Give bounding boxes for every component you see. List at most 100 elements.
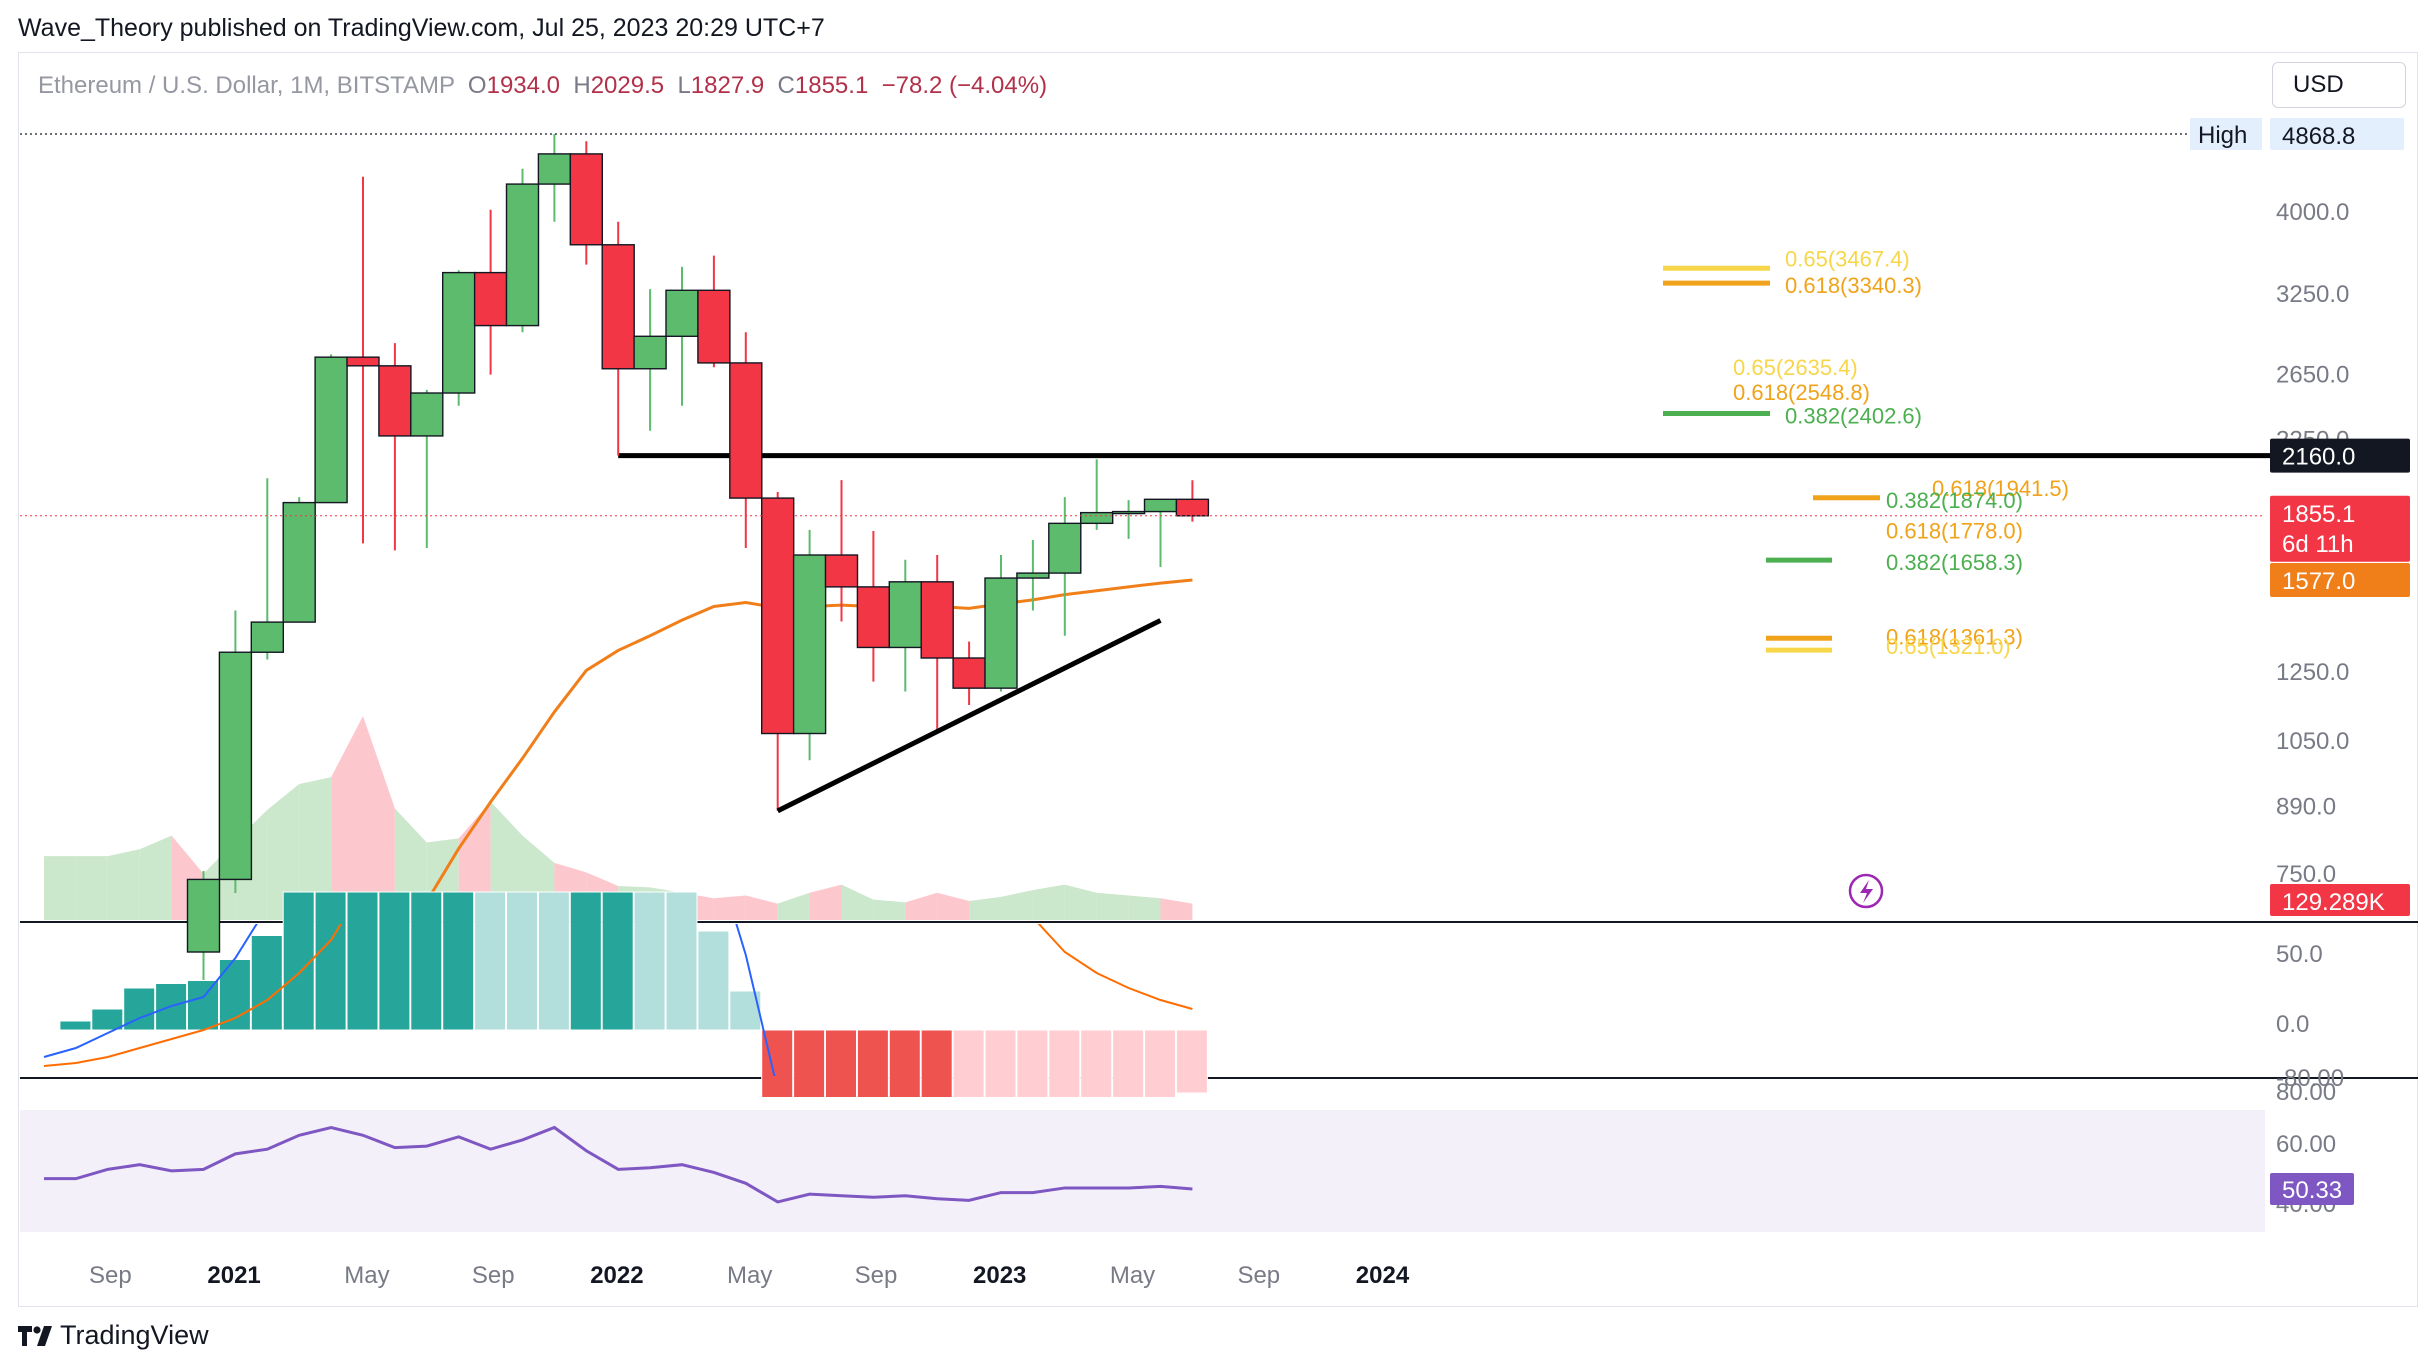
time-axis-tick: 2021 [207,1262,260,1289]
macd-histogram-bar [601,891,634,1031]
candle-body[interactable] [1143,498,1178,513]
volume-area-segment [937,892,970,920]
candle-body[interactable] [792,554,827,735]
publication-attribution: Wave_Theory published on TradingView.com… [18,14,825,42]
candle-body[interactable] [952,657,986,689]
macd-histogram-bar [1016,1029,1049,1098]
lightning-icon-glyph [1860,880,1873,903]
macd-histogram-bar [920,1029,953,1098]
candle-body[interactable] [761,497,795,735]
candle-body[interactable] [505,183,540,327]
volume-badge-bg [2270,884,2410,916]
low-label: L [677,72,691,99]
macd-histogram-bar [1080,1029,1113,1098]
open-label: O [467,72,487,99]
volume-area-segment [713,895,746,920]
candle-body[interactable] [1175,498,1210,517]
lightning-icon[interactable] [1848,873,1884,909]
tradingview-logo[interactable]: TradingView [18,1320,209,1351]
high-value: 2029.5 [590,72,665,99]
macd-histogram-bar [1112,1029,1145,1098]
fib-level-label: 0.382(1658.3) [1886,550,2023,575]
high-badge-value-bg [2270,118,2404,150]
time-axis-tick: Sep [855,1262,898,1289]
macd-axis-tick: 0.0 [2276,1011,2309,1038]
candle-body[interactable] [378,365,412,437]
time-axis-tick: May [727,1262,772,1289]
chart-frame [18,52,2418,1307]
candle-body[interactable] [1079,511,1114,525]
candle-body[interactable] [856,586,891,649]
candle-body[interactable] [282,501,316,623]
last-price-badge-bg [2270,495,2410,562]
rsi-band [20,1110,2265,1232]
volume-area-segment [75,856,108,920]
candle-body[interactable] [346,356,380,367]
candle-body[interactable] [218,651,253,881]
macd-histogram-bar [537,891,570,1031]
candle-body[interactable] [633,335,667,370]
macd-histogram-bar [378,891,411,1031]
candle-body[interactable] [1111,510,1146,515]
candle-body[interactable] [569,153,603,246]
candle-body[interactable] [186,878,221,953]
volume-area-segment [139,835,172,920]
macd-histogram-bar [697,930,730,1031]
volume-area-segment [745,895,778,920]
candle-body[interactable] [442,271,476,394]
candle-body[interactable] [410,392,444,437]
low-value: 1827.9 [690,72,765,99]
fib-level-label: 0.618(1941.5) [1932,476,2069,501]
level-badge-bg [2270,438,2410,473]
currency-button[interactable]: USD [2272,62,2406,108]
candle-body[interactable] [1016,572,1050,579]
candle-body[interactable] [1048,522,1082,574]
symbol-legend[interactable]: Ethereum / U.S. Dollar, 1M, BITSTAMP O19… [38,72,1047,100]
rsi-axis-tick: 60.00 [2276,1131,2336,1158]
macd-axis-tick: -80.00 [2276,1065,2344,1092]
tradingview-logo-icon [18,1325,52,1346]
volume-area-segment [873,899,906,920]
candle-body[interactable] [920,581,954,659]
candle-body[interactable] [729,362,763,499]
level-badge: 2160.0 [2282,444,2355,471]
macd-histogram-bar [91,1008,124,1031]
macd-histogram-bar [1175,1029,1208,1094]
high-label: H [573,72,591,99]
volume-area-segment [1128,895,1161,920]
candle-body[interactable] [473,271,508,327]
fib-level-label: 0.65(3467.4) [1785,246,1910,271]
macd-histogram-bar [952,1029,985,1098]
volume-area-segment [490,801,523,920]
high-badge-value: 4868.8 [2282,123,2355,150]
last-price-badge: 1855.1 [2282,501,2355,528]
candle-body[interactable] [314,356,348,504]
candle-body[interactable] [697,289,731,364]
candle-body[interactable] [888,581,922,649]
volume-area-segment [1096,892,1129,920]
fib-level-label: 0.618(1778.0) [1886,519,2023,544]
volume-area-segment [331,716,363,920]
candle-body[interactable] [250,621,285,653]
high-badge-label: High [2198,122,2247,149]
fib-level-label: 0.618(3340.3) [1785,273,1922,298]
change-value: −78.2 (−4.04%) [881,72,1048,99]
volume-area-segment [267,784,300,920]
candle-body[interactable] [537,153,572,185]
candle-body[interactable] [665,289,699,337]
candle-body[interactable] [824,554,859,588]
price-axis-tick: 2650.0 [2276,362,2349,389]
macd-histogram-bar [633,891,666,1031]
candle-body[interactable] [984,577,1018,689]
price-axis-tick: 4000.0 [2276,199,2349,226]
macd-histogram-bar [856,1029,889,1098]
macd-histogram-bar [474,891,507,1031]
time-axis-tick: 2023 [973,1262,1026,1289]
price-axis-tick: 1050.0 [2276,728,2349,755]
candle-body[interactable] [601,244,635,370]
volume-area-segment [1064,884,1097,920]
volume-area-segment [905,892,938,920]
close-value: 1855.1 [794,72,869,99]
time-axis-tick: 2024 [1356,1262,1410,1289]
